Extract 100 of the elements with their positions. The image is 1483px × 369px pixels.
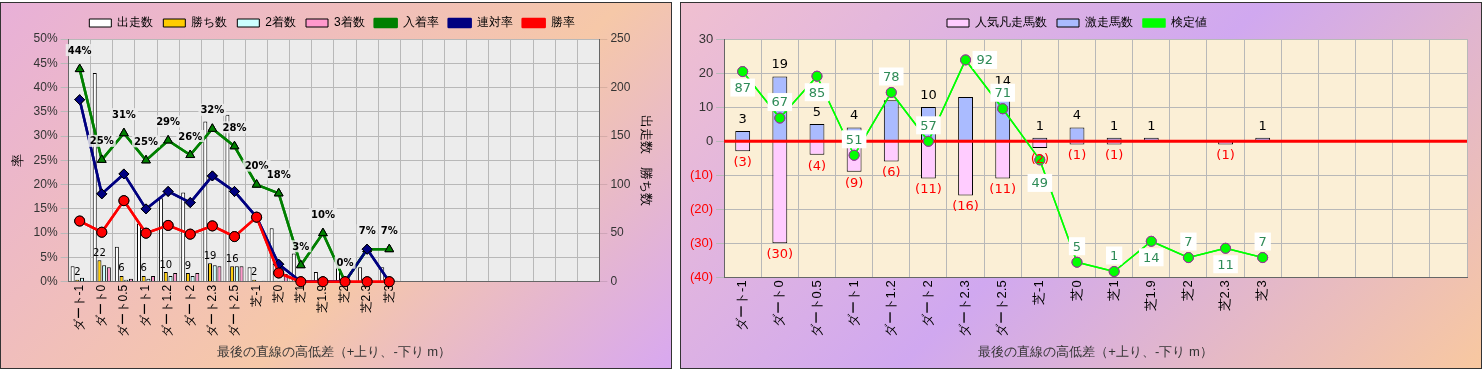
data-label: 31% [111,108,136,120]
data-label: 28% [222,121,247,133]
x-tick-label: ダート2.3 [957,280,973,338]
data-label: 7% [358,224,376,236]
data-label: 78 [882,68,900,84]
data-label: 5 [812,103,822,119]
legend-label: 検定値 [1171,15,1207,30]
x-axis-title: 最後の直線の高低差（+上り、-下り m） [978,343,1213,359]
legend-label: 入着率 [402,15,439,30]
x-tick-label: ダート2.3 [204,284,219,338]
legend-label: 3着数 [334,15,365,30]
data-label: 1 [1258,117,1267,133]
data-label: 19 [771,56,789,72]
x-tick-label: ダート2 [182,284,197,328]
legend-label: 激走馬数 [1085,15,1133,30]
x-tick-label: ダート1 [138,284,153,328]
data-label: 18% [266,168,291,180]
data-label: 7% [380,224,398,236]
data-label: 44% [67,44,92,56]
data-label: 9 [184,259,192,271]
data-label: 2 [251,266,258,278]
data-label: 3 [738,110,747,126]
data-label: 5 [1072,238,1082,254]
data-label: 71 [994,85,1011,101]
y-tick-label: 0% [40,274,58,289]
data-label: 4 [1072,107,1082,123]
data-label: (9) [844,174,864,190]
y-tick-label: 25% [33,152,58,167]
y-tick-label: 30 [698,30,714,46]
x-tick-label: 芝0 [271,284,286,304]
data-label: 67 [771,94,789,110]
data-label: 26% [178,130,203,142]
y-tick-label: (30) [689,234,714,250]
data-label: 4 [849,107,859,123]
y2-tick-label: 50 [610,225,625,240]
y-tick-label: 40% [33,79,58,94]
data-label: 87 [734,79,751,95]
x-tick-label: 芝2.3 [359,284,374,314]
x-tick-label: 芝2.3 [1217,280,1233,312]
y-tick-label: 45% [33,55,58,70]
x-tick-label: 芝2 [337,284,352,304]
data-label: (11) [915,181,942,197]
data-label: 16 [225,252,239,264]
data-label: (1) [1216,147,1235,163]
data-label: 49 [1031,175,1049,191]
data-label: 85 [808,84,826,100]
data-label: 51 [845,131,863,147]
y-tick-label: 10% [33,225,58,240]
data-label: 57 [920,117,937,133]
x-tick-label: 芝-1 [248,284,263,308]
data-label: 10% [310,208,335,220]
data-label: 32% [200,104,225,116]
data-label: (1) [1067,147,1087,163]
data-label: 19 [203,249,217,261]
x-tick-label: 芝-1 [1031,280,1047,305]
data-label: 1 [1147,117,1156,133]
x-tick-label: 芝1 [1105,280,1121,301]
x-tick-label: ダート0.5 [116,284,131,338]
data-label: 14 [1143,249,1160,265]
data-label: (6) [882,164,901,180]
legend-label: 人気凡走馬数 [975,15,1047,30]
data-label: 7 [1258,233,1267,249]
y2-tick-label: 0 [610,274,618,289]
x-tick-label: ダート1 [845,280,861,327]
data-label: (11) [989,181,1017,197]
x-tick-label: ダート-1 [71,284,86,332]
data-label: 11 [1217,256,1234,272]
y2-tick-label: 250 [610,31,631,46]
x-tick-label: ダート0.5 [808,280,824,338]
y2-tick-label: 200 [610,79,631,94]
legend-label: 勝率 [550,15,575,30]
y-tick-label: 20% [33,176,58,191]
x-tick-label: ダート1.2 [882,280,898,338]
x-tick-label: ダート2 [919,280,935,327]
data-label: 6 [118,262,125,274]
data-label: 3% [292,240,310,252]
y2-axis-title: 出走数 勝ち数 [638,114,654,206]
x-tick-label: ダート1.2 [160,284,175,338]
y2-tick-label: 150 [610,128,631,143]
x-tick-label: 芝1.9 [1142,280,1158,312]
data-label: 1 [1109,247,1119,263]
legend-label: 勝ち数 [191,15,228,30]
x-tick-label: ダート2.5 [994,280,1010,338]
x-tick-label: 芝2 [1180,280,1195,301]
data-label: 22 [93,246,106,258]
x-tick-label: 芝3 [1254,280,1270,301]
x-tick-label: 芝1 [293,284,308,304]
data-label: 0% [336,257,354,269]
data-label: (3) [733,154,752,170]
y-tick-label: 0 [705,132,714,148]
y-tick-label: 35% [33,104,58,119]
x-tick-label: ダート-1 [734,280,750,331]
data-label: 25% [89,135,114,147]
y-axis-title: 率 [10,153,26,167]
y-tick-label: 10 [698,98,714,114]
y2-tick-label: 100 [610,176,631,191]
data-label: (1) [1104,147,1124,163]
legend-label: 出走数 [117,15,154,30]
legend-label: 2着数 [265,15,297,30]
data-label: 25% [134,135,158,147]
